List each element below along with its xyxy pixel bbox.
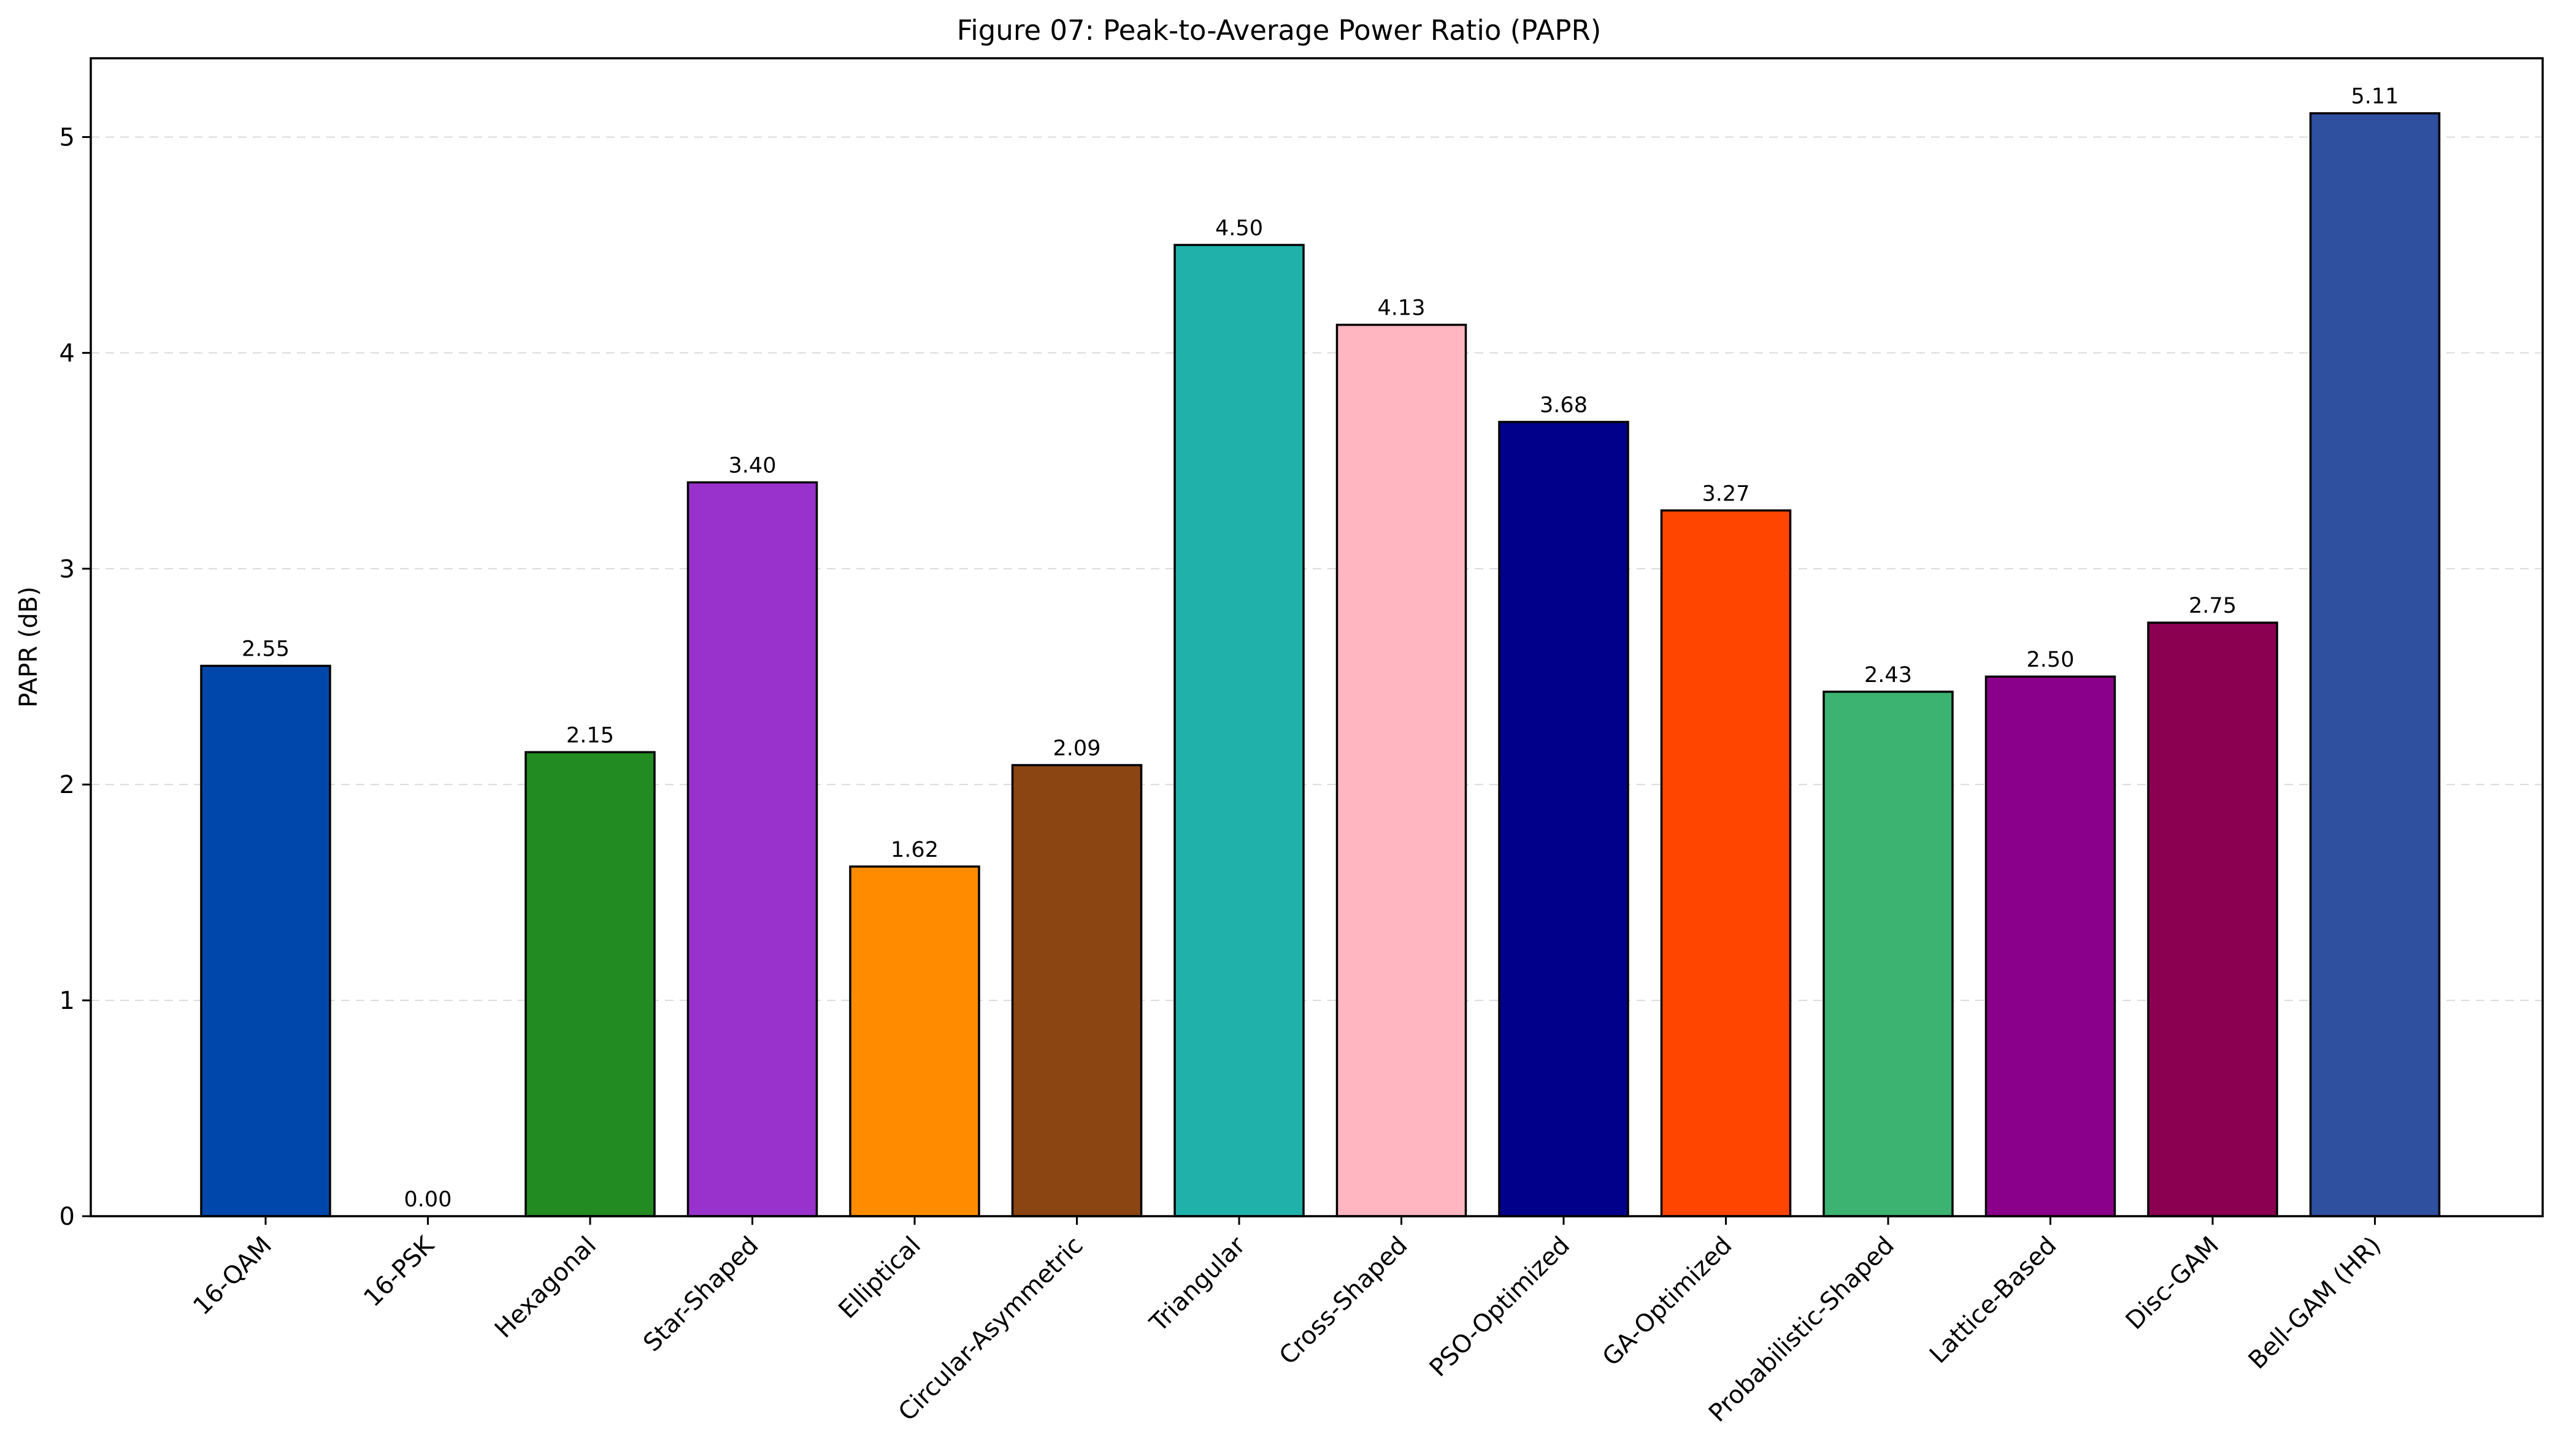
bar-value-label: 3.68 — [1540, 393, 1588, 418]
bar-bell-gam-hr — [2309, 112, 2441, 1217]
bar-value-label: 2.75 — [2189, 594, 2237, 618]
bar-value-label: 1.62 — [891, 838, 939, 862]
bar-disc-gam — [2147, 621, 2278, 1217]
y-tick-label-0: 0 — [60, 1203, 75, 1231]
bar-probabilistic-shaped — [1822, 691, 1954, 1217]
bar-pso-optimized — [1498, 421, 1629, 1217]
y-tick-label-5: 5 — [60, 123, 75, 151]
bar-value-label: 3.27 — [1702, 481, 1750, 506]
bar-star-shaped — [686, 481, 818, 1217]
bar-value-label: 0.00 — [404, 1187, 452, 1212]
bar-cross-shaped — [1335, 323, 1467, 1217]
bar-value-label: 4.50 — [1215, 216, 1263, 240]
bar-lattice-based — [1984, 675, 2116, 1217]
x-tick-label: Circular-Asymmetric — [893, 1232, 1089, 1427]
bar-circular-asymmetric — [1011, 764, 1143, 1217]
y-tick-label-1: 1 — [60, 987, 75, 1015]
bar-value-label: 4.13 — [1378, 296, 1426, 321]
bar-value-label: 2.50 — [2027, 648, 2075, 672]
y-axis-label: PAPR (dB) — [15, 586, 43, 708]
bar-value-label: 2.15 — [566, 723, 614, 748]
plot-area-frame — [90, 57, 2544, 1217]
x-tick-label: Hexagonal — [490, 1232, 602, 1344]
x-tick-label: Probabilistic-Shaped — [1703, 1232, 1900, 1428]
x-tick-label: Elliptical — [833, 1232, 926, 1325]
bar-value-labels: 2.55 0.00 2.15 3.40 1.62 2.09 4.50 4.13 3.68 3.27… — [242, 85, 2399, 1212]
x-tick-label: GA-Optimized — [1597, 1232, 1738, 1372]
y-tick-label-4: 4 — [60, 339, 75, 367]
x-tick-label: 16-QAM — [188, 1232, 277, 1321]
bar-16-qam — [200, 664, 331, 1217]
bar-elliptical — [849, 865, 980, 1217]
gridlines — [91, 136, 2543, 1002]
bar-value-label: 2.43 — [1864, 663, 1912, 688]
bar-value-label: 3.40 — [729, 454, 777, 478]
x-tick-label: Disc-GAM — [2121, 1232, 2224, 1335]
y-axis-ticks: 0 1 2 3 4 5 — [60, 123, 91, 1231]
x-tick-label: Triangular — [1144, 1231, 1251, 1338]
x-tick-label: PSO-Optimized — [1424, 1232, 1575, 1382]
chart-title: Figure 07: Peak-to-Average Power Ratio (… — [957, 14, 1602, 47]
x-tick-label: Bell-GAM (HR) — [2243, 1232, 2387, 1375]
bar-triangular — [1173, 243, 1305, 1217]
x-tick-label: Star-Shaped — [638, 1232, 764, 1357]
bar-hexagonal — [524, 751, 656, 1217]
y-tick-label-2: 2 — [60, 771, 75, 799]
bar-ga-optimized — [1660, 509, 1792, 1217]
x-tick-label: Lattice-Based — [1924, 1232, 2062, 1370]
x-tick-label: Cross-Shaped — [1274, 1232, 1413, 1371]
bar-value-label: 2.09 — [1053, 737, 1101, 761]
x-axis-ticks: 16-QAM 16-PSK Hexagonal Star-Shaped Elliptic… — [188, 1216, 2387, 1428]
bar-value-label: 5.11 — [2351, 85, 2399, 109]
x-tick-label: 16-PSK — [358, 1230, 440, 1312]
bar-value-label: 2.55 — [242, 637, 290, 662]
y-tick-label-3: 3 — [60, 555, 75, 583]
bars — [200, 112, 2441, 1217]
